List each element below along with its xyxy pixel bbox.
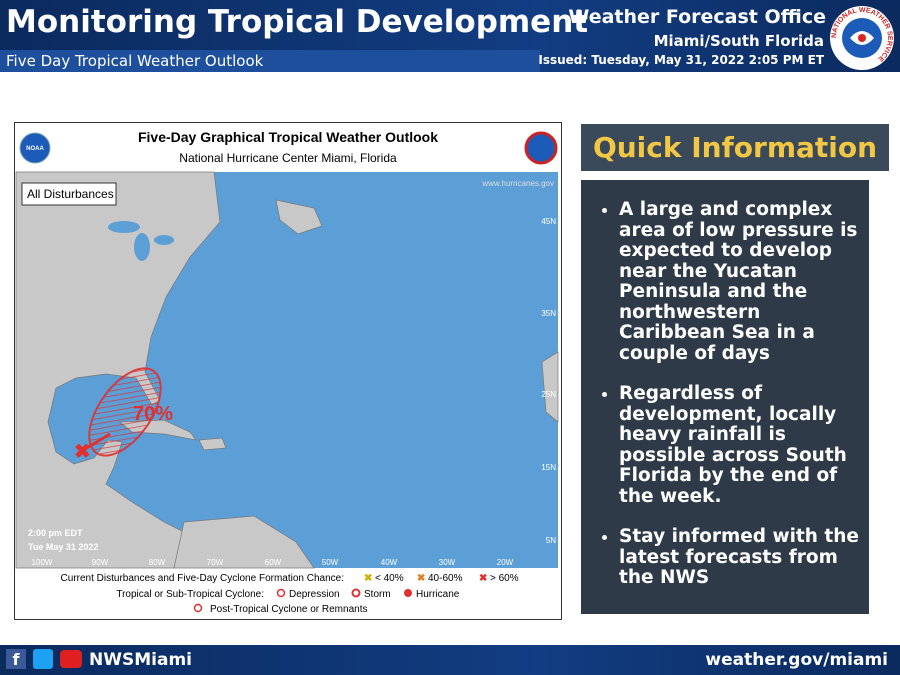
lat-label: 35N bbox=[541, 309, 556, 318]
office-location: Miami/South Florida bbox=[653, 32, 824, 50]
footer-bar bbox=[0, 645, 900, 675]
legend-label: Depression bbox=[289, 589, 340, 600]
legend-icon: ✖ bbox=[479, 573, 487, 584]
issued-time: Issued: Tuesday, May 31, 2022 2:05 PM ET bbox=[538, 53, 824, 67]
north-america bbox=[15, 171, 221, 569]
noaa-logo bbox=[19, 132, 51, 164]
south-america bbox=[173, 515, 315, 569]
legend-label: < 40% bbox=[375, 573, 404, 584]
header-subtitle: Five Day Tropical Weather Outlook bbox=[6, 52, 264, 70]
facebook-icon[interactable]: f bbox=[6, 649, 26, 669]
lon-label: 60W bbox=[265, 558, 282, 567]
lon-label: 80W bbox=[149, 558, 166, 567]
legend-icon: ✖ bbox=[364, 573, 372, 584]
office-name: Weather Forecast Office bbox=[568, 6, 826, 28]
legend-label: Storm bbox=[364, 589, 391, 600]
lat-label: 45N bbox=[541, 217, 556, 226]
youtube-icon[interactable] bbox=[60, 650, 82, 668]
map-url: www.hurricanes.gov bbox=[481, 179, 554, 188]
legend-label: Tropical or Sub-Tropical Cyclone: bbox=[116, 589, 264, 600]
bullet: Regardless of development, locally heavy… bbox=[619, 383, 859, 507]
map-date: Tue May 31 2022 bbox=[28, 542, 98, 552]
header-title: Monitoring Tropical Development bbox=[6, 4, 589, 40]
quick-info-title: Quick Information bbox=[581, 124, 889, 171]
lat-label: 25N bbox=[541, 390, 556, 399]
lat-label: 5N bbox=[546, 536, 556, 545]
nws-map-logo bbox=[524, 131, 558, 165]
lon-label: 20W bbox=[497, 558, 514, 567]
legend-label: 40-60% bbox=[428, 573, 463, 584]
legend-icon bbox=[404, 589, 412, 597]
lon-label: 30W bbox=[439, 558, 456, 567]
filter-box bbox=[21, 182, 117, 206]
lon-label: 70W bbox=[207, 558, 224, 567]
legend-icon bbox=[276, 588, 286, 598]
lake bbox=[154, 235, 174, 245]
outlook-map: ✖ 70% NOAA Five-Day Graphical Tropical W… bbox=[14, 122, 562, 620]
lon-label: 90W bbox=[92, 558, 109, 567]
outlook-area bbox=[88, 367, 162, 457]
legend-label: > 60% bbox=[490, 573, 519, 584]
newfoundland bbox=[275, 199, 323, 235]
map-title: Five-Day Graphical Tropical Weather Outl… bbox=[138, 129, 438, 145]
lake bbox=[108, 221, 140, 233]
legend-icon bbox=[351, 588, 361, 598]
legend-icon bbox=[193, 603, 203, 613]
subtitle-bar bbox=[0, 50, 540, 72]
map-time: 2:00 pm EDT bbox=[28, 528, 83, 538]
legend-icon: ✖ bbox=[417, 573, 425, 584]
chance-label: 70% bbox=[133, 403, 173, 425]
lon-label: 50W bbox=[322, 558, 339, 567]
twitter-icon[interactable] bbox=[33, 649, 53, 669]
lake bbox=[134, 233, 150, 261]
legend-label: Current Disturbances and Five-Day Cyclon… bbox=[61, 573, 344, 584]
map-subtitle: National Hurricane Center Miami, Florida bbox=[179, 151, 397, 165]
noaa-text: NOAA bbox=[26, 146, 44, 152]
nws-logo: NATIONAL WEATHER SERVICE bbox=[830, 6, 894, 70]
africa-edge bbox=[541, 351, 559, 423]
legend-label: Hurricane bbox=[416, 589, 460, 600]
lon-label: 100W bbox=[32, 558, 53, 567]
bullet: Stay informed with the latest forecasts … bbox=[619, 526, 859, 589]
filter-label: All Disturbances bbox=[27, 187, 114, 201]
hispaniola bbox=[198, 437, 227, 451]
bullet-list: A large and complex area of low pressure… bbox=[581, 180, 869, 589]
quick-info-box: A large and complex area of low pressure… bbox=[581, 180, 869, 614]
track-arrow bbox=[79, 432, 111, 454]
legend-label: Post-Tropical Cyclone or Remnants bbox=[210, 604, 367, 615]
footer-url[interactable]: weather.gov/miami bbox=[705, 650, 888, 670]
bullet: A large and complex area of low pressure… bbox=[619, 199, 859, 364]
lon-label: 40W bbox=[381, 558, 398, 567]
logo-dot bbox=[858, 34, 866, 42]
lat-label: 15N bbox=[541, 463, 556, 472]
footer-handle[interactable]: NWSMiami bbox=[89, 650, 192, 670]
disturbance-x: ✖ bbox=[74, 441, 91, 463]
